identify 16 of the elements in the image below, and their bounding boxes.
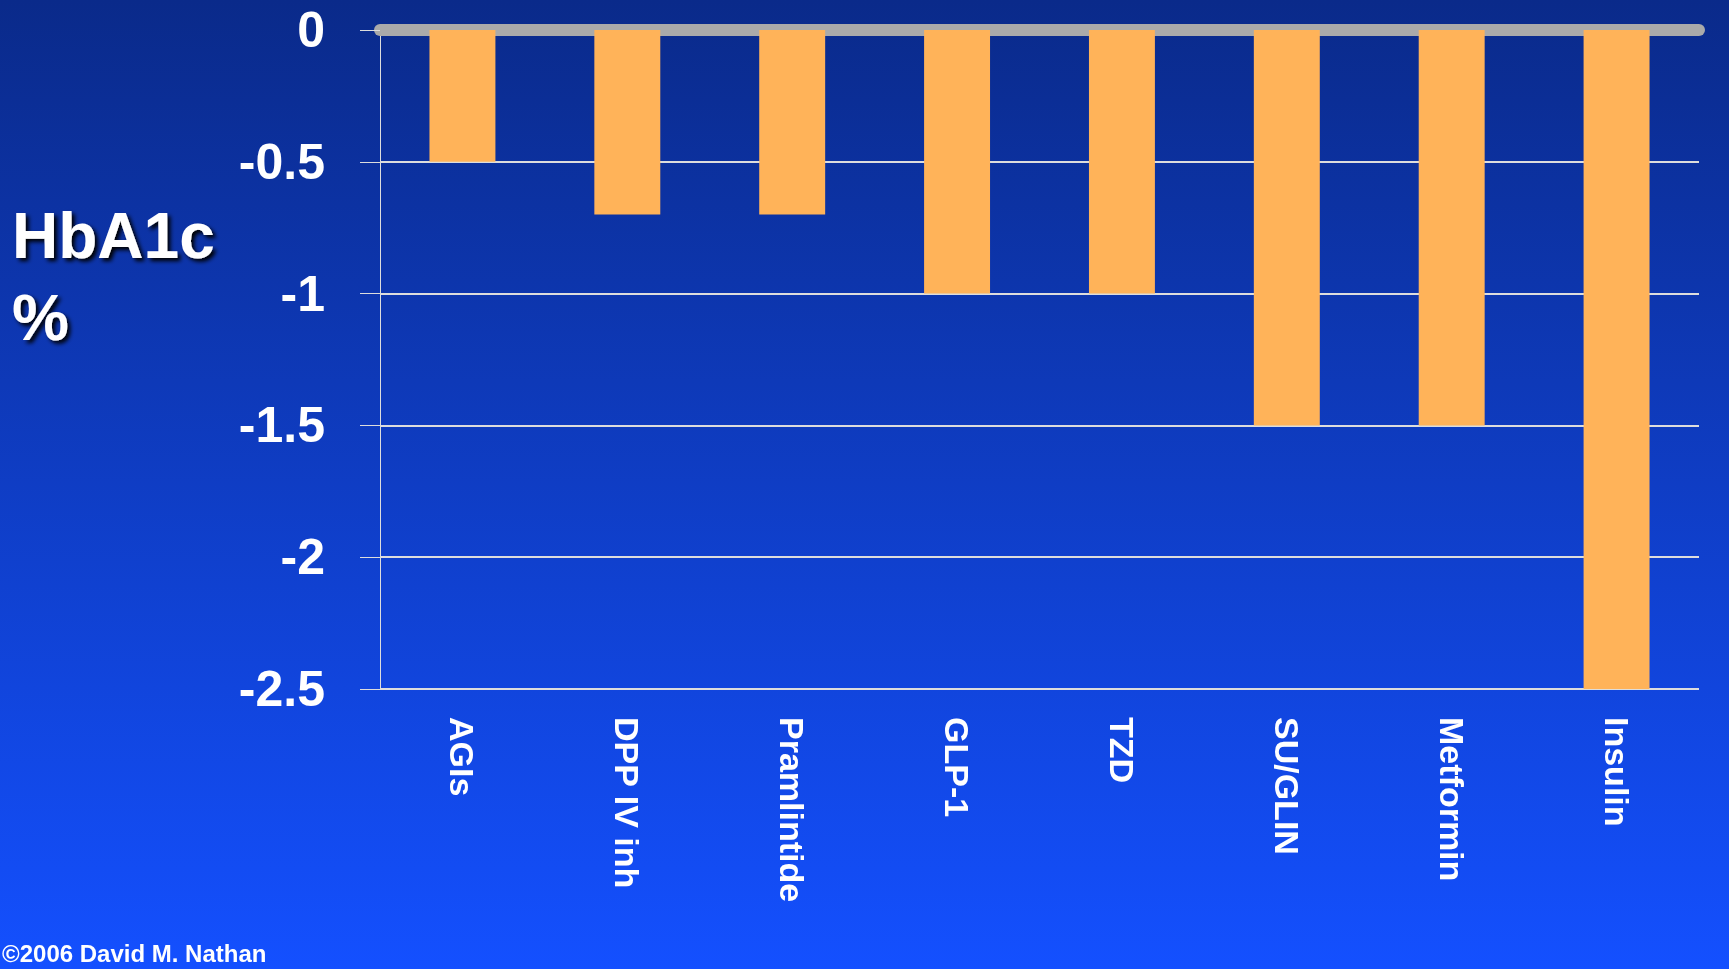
y-axis-title: HbA1c % bbox=[12, 200, 215, 354]
y-tick-label: -1 bbox=[280, 265, 325, 322]
y-tick-label: -1.5 bbox=[238, 397, 325, 454]
x-tick-label: SU/GLIN bbox=[1267, 717, 1306, 855]
y-tick-label: -2 bbox=[280, 529, 325, 586]
x-tick-label: Pramlintide bbox=[773, 717, 812, 903]
y-tick-label: -2.5 bbox=[238, 661, 325, 717]
y-tick-label: -0.5 bbox=[238, 133, 325, 190]
x-tick-label: Metformin bbox=[1432, 717, 1471, 882]
x-tick-label: DPP IV inh bbox=[608, 717, 647, 889]
y-tick-label: 0 bbox=[297, 2, 325, 58]
x-tick-label: Insulin bbox=[1597, 717, 1636, 827]
x-tick-label: TZD bbox=[1102, 717, 1141, 784]
x-tick-label: AGIs bbox=[443, 717, 482, 797]
x-tick-label: GLP-1 bbox=[938, 717, 977, 818]
text: ©2006 David M. Nathan bbox=[2, 939, 267, 967]
